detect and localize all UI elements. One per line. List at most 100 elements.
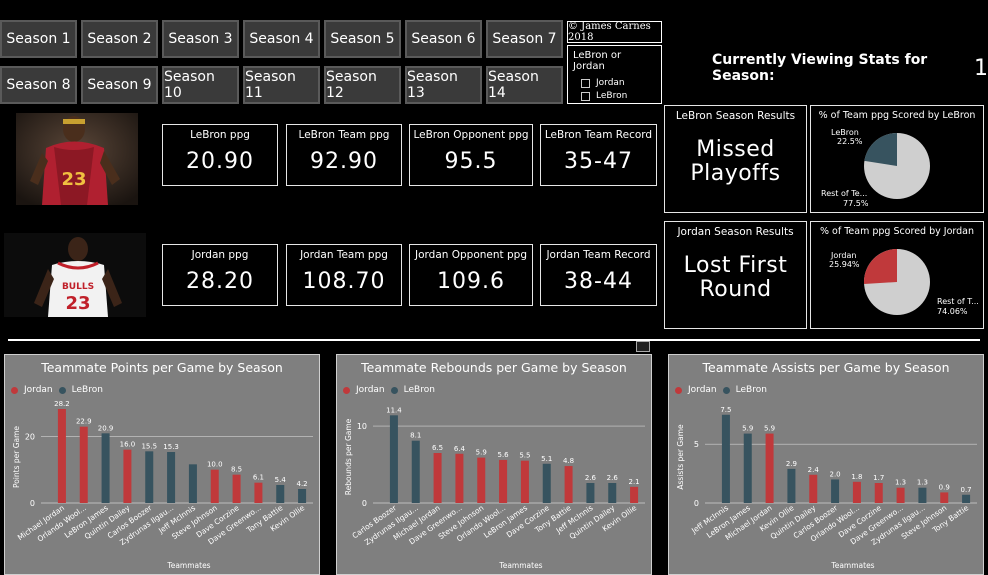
bar[interactable] — [145, 451, 154, 503]
bar[interactable] — [167, 452, 176, 503]
pie-player-label: Jordan — [830, 251, 856, 260]
season-button-10[interactable]: Season 10 — [162, 66, 239, 104]
bar[interactable] — [809, 474, 818, 503]
season-button-7[interactable]: Season 7 — [486, 20, 563, 58]
bar[interactable] — [831, 479, 840, 503]
card-value: 108.70 — [302, 269, 386, 294]
bar-data-label: 2.6 — [585, 474, 597, 482]
jordan-ppg-card: Jordan ppg 28.20 — [162, 244, 278, 306]
season-button-8[interactable]: Season 8 — [0, 66, 77, 104]
season-button-11[interactable]: Season 11 — [243, 66, 320, 104]
season-button-4[interactable]: Season 4 — [243, 20, 320, 58]
y-tick-label: 10 — [357, 422, 367, 431]
x-axis-label: Teammates — [830, 561, 874, 570]
bar[interactable] — [455, 453, 464, 503]
bar[interactable] — [188, 464, 197, 503]
season-indicator-label: Currently Viewing Stats for Season: — [712, 52, 928, 84]
bar[interactable] — [721, 414, 730, 503]
bar-data-label: 6.1 — [253, 474, 264, 482]
chart-legend: Jordan LeBron — [675, 385, 767, 395]
y-tick-label: 5 — [694, 440, 699, 449]
legend-jordan-swatch — [343, 386, 350, 394]
bar[interactable] — [254, 482, 263, 503]
season-button-1[interactable]: Season 1 — [0, 20, 77, 58]
bar[interactable] — [787, 468, 796, 503]
checkbox-lebron[interactable] — [581, 91, 590, 101]
slicer-option-lebron[interactable]: LeBron — [581, 91, 656, 101]
bar[interactable] — [499, 459, 508, 503]
legend-jordan-label: Jordan — [24, 385, 53, 395]
bar[interactable] — [608, 483, 617, 503]
bar[interactable] — [276, 485, 285, 503]
y-tick-label: 0 — [362, 499, 367, 508]
rebounds-chart-panel: Teammate Rebounds per Game by Season Jor… — [336, 354, 652, 575]
bar[interactable] — [101, 433, 110, 503]
season-button-12[interactable]: Season 12 — [324, 66, 401, 104]
x-axis-label: Teammates — [166, 561, 210, 570]
result-line-2: Round — [699, 277, 772, 302]
slicer-option-jordan[interactable]: Jordan — [581, 78, 656, 88]
svg-text:23: 23 — [65, 293, 90, 314]
legend-lebron-swatch — [58, 386, 66, 394]
bar-data-label: 10.0 — [207, 461, 223, 469]
card-label: LeBron Team ppg — [298, 129, 390, 141]
bar[interactable] — [542, 463, 551, 503]
bar[interactable] — [896, 487, 905, 503]
bar[interactable] — [298, 489, 307, 503]
y-tick-label: 20 — [25, 432, 35, 441]
svg-text:BULLS: BULLS — [62, 282, 94, 292]
lebron-photo: 23 — [16, 113, 138, 205]
pie-title: % of Team ppg Scored by Jordan — [819, 226, 975, 237]
focus-mode-icon[interactable] — [636, 341, 650, 352]
bar-data-label: 6.4 — [454, 445, 466, 453]
bar[interactable] — [210, 469, 219, 503]
season-button-14[interactable]: Season 14 — [486, 66, 563, 104]
y-tick-label: 0 — [30, 499, 35, 508]
bar[interactable] — [79, 426, 88, 503]
bar[interactable] — [411, 440, 420, 503]
bar-data-label: 7.5 — [720, 406, 731, 414]
checkbox-jordan[interactable] — [581, 78, 590, 88]
chart-legend: Jordan LeBron — [11, 385, 103, 395]
bar[interactable] — [743, 433, 752, 503]
bar[interactable] — [520, 460, 529, 503]
card-label: Jordan Team ppg — [300, 249, 388, 261]
bar[interactable] — [389, 415, 398, 503]
bar[interactable] — [765, 433, 774, 503]
bar[interactable] — [852, 481, 861, 503]
bar[interactable] — [433, 453, 442, 503]
season-button-6[interactable]: Season 6 — [405, 20, 482, 58]
points-chart-panel: Teammate Points per Game by Season Jorda… — [4, 354, 320, 575]
season-button-13[interactable]: Season 13 — [405, 66, 482, 104]
season-button-2[interactable]: Season 2 — [81, 20, 158, 58]
bar[interactable] — [564, 466, 573, 503]
card-label: LeBron Opponent ppg — [413, 129, 529, 141]
season-button-9[interactable]: Season 9 — [81, 66, 158, 104]
bar[interactable] — [918, 487, 927, 503]
bar[interactable] — [232, 474, 241, 503]
season-button-5[interactable]: Season 5 — [324, 20, 401, 58]
x-axis-label: Teammates — [498, 561, 542, 570]
season-indicator: Currently Viewing Stats for Season: 1 — [712, 52, 988, 84]
bar[interactable] — [940, 492, 949, 503]
bar[interactable] — [586, 483, 595, 503]
bar[interactable] — [477, 457, 486, 503]
bar-data-label: 6.5 — [432, 444, 443, 452]
bar[interactable] — [874, 483, 883, 503]
card-label: Jordan ppg — [191, 249, 249, 261]
chart-title: Teammate Assists per Game by Season — [702, 360, 950, 375]
result-line-1: Lost First — [683, 253, 788, 278]
bar[interactable] — [630, 486, 639, 503]
bar[interactable] — [962, 494, 971, 503]
bar-data-label: 15.3 — [163, 443, 179, 451]
pie-player-pct: 25.94% — [829, 260, 860, 269]
card-label: LeBron Season Results — [675, 110, 796, 122]
bar[interactable] — [123, 449, 132, 503]
bar-data-label: 2.9 — [786, 460, 797, 468]
bar[interactable] — [57, 409, 66, 503]
season-button-3[interactable]: Season 3 — [162, 20, 239, 58]
